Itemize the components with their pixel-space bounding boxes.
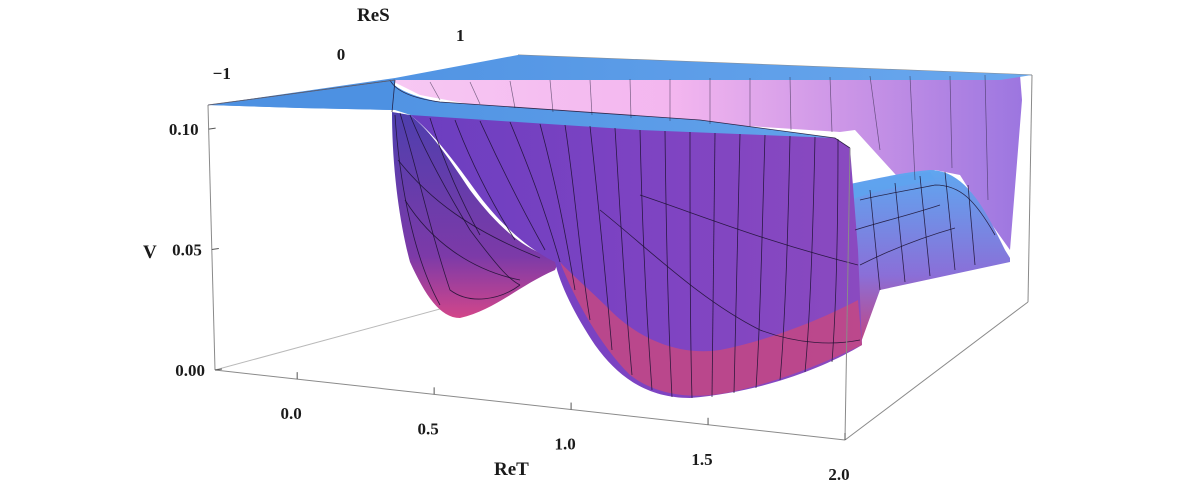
- z-tick-label: 0.10: [169, 120, 199, 139]
- x-tick-label: 0.5: [418, 419, 439, 438]
- box-edge-right-floor: [844, 301, 1029, 441]
- z-axis-label: V: [143, 242, 157, 263]
- box-edge-left-vertical: [207, 104, 216, 371]
- surface-right-hump-blue-strip: [845, 172, 935, 200]
- y-tick-label: 0: [337, 45, 346, 64]
- surface-front-wall: [410, 115, 862, 398]
- z-axis-ticks: 0.00 0.05 0.10: [169, 120, 223, 380]
- surface-mesh-left: [394, 112, 541, 306]
- box-edge-front-right-vertical: [844, 147, 851, 441]
- surface-central-trough-shade: [560, 262, 862, 396]
- surface-mesh-front: [409, 114, 861, 399]
- surface-right-hump: [845, 170, 1010, 345]
- box-edge-front-bottom: [214, 369, 846, 441]
- surface-back-wall: [390, 75, 1022, 250]
- z-tick-mark: [214, 368, 223, 371]
- x-tick-label: 0.0: [281, 404, 302, 423]
- x-axis-label: ReT: [494, 459, 529, 480]
- surface-mesh-hump: [854, 171, 996, 291]
- x-tick-label: 2.0: [828, 465, 849, 483]
- x-tick-label: 1.5: [691, 450, 712, 469]
- y-tick-label: 1: [456, 26, 465, 45]
- x-axis-ticks: 0.0 0.5 1.0 1.5 2.0: [281, 372, 850, 484]
- x-tick-label: 1.0: [554, 435, 575, 454]
- z-tick-mark: [208, 127, 216, 130]
- surface-top-plateau: [208, 55, 1032, 148]
- box-edge-right-vertical: [1027, 74, 1033, 303]
- surface-top-left-tongue: [208, 80, 395, 110]
- y-axis-label: ReS: [357, 5, 390, 26]
- box-edge-left-top: [207, 79, 396, 106]
- z-tick-label: 0.05: [172, 241, 202, 260]
- bounding-box-front: [207, 79, 1029, 441]
- y-axis-ticks: −1 0 1: [213, 26, 465, 83]
- surface-left-trough: [392, 112, 560, 318]
- z-tick-label: 0.00: [175, 361, 205, 380]
- z-tick-mark: [211, 248, 219, 251]
- surface-mesh-back: [429, 74, 989, 201]
- y-tick-label: −1: [213, 64, 231, 83]
